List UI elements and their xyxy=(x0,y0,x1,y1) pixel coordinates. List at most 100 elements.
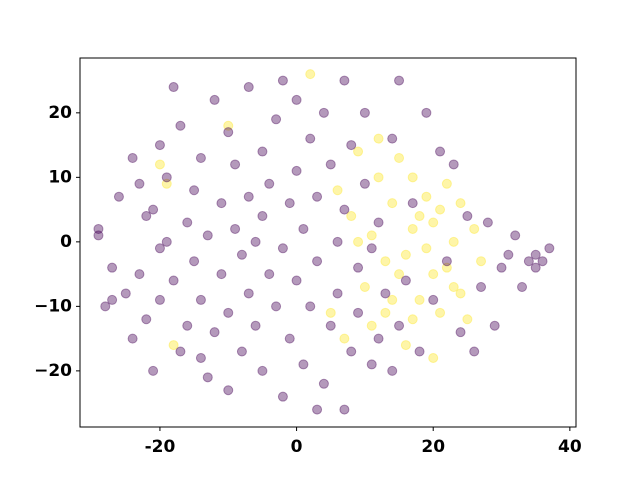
point xyxy=(291,94,302,105)
point xyxy=(271,114,282,125)
point xyxy=(339,75,350,86)
point xyxy=(441,178,452,189)
point xyxy=(510,230,521,241)
point xyxy=(216,198,227,209)
point xyxy=(195,152,206,163)
point xyxy=(407,314,418,325)
point xyxy=(496,262,507,273)
point xyxy=(223,127,234,138)
y-tick-label: 0 xyxy=(60,232,72,252)
point xyxy=(223,385,234,396)
point xyxy=(332,288,343,299)
point xyxy=(168,275,179,286)
point xyxy=(380,307,391,318)
point xyxy=(264,269,275,280)
point xyxy=(120,288,131,299)
point xyxy=(394,320,405,331)
point xyxy=(428,217,439,228)
point xyxy=(359,107,370,118)
point xyxy=(209,94,220,105)
point xyxy=(250,320,261,331)
point xyxy=(148,204,159,215)
point xyxy=(318,378,329,389)
point xyxy=(168,340,179,351)
point xyxy=(353,307,364,318)
point xyxy=(264,178,275,189)
point xyxy=(209,327,220,338)
point xyxy=(154,159,165,170)
point xyxy=(482,217,493,228)
point xyxy=(325,307,336,318)
point xyxy=(291,275,302,286)
x-tick-label: -20 xyxy=(145,437,176,457)
point xyxy=(332,185,343,196)
point xyxy=(141,314,152,325)
point xyxy=(182,217,193,228)
point xyxy=(366,230,377,241)
y-tick-label: −20 xyxy=(34,361,72,381)
point xyxy=(353,146,364,157)
point xyxy=(353,236,364,247)
point xyxy=(476,256,487,267)
point xyxy=(305,69,316,80)
point xyxy=(325,320,336,331)
point xyxy=(134,269,145,280)
point xyxy=(175,346,186,357)
point xyxy=(380,288,391,299)
point xyxy=(394,152,405,163)
point xyxy=(359,282,370,293)
point xyxy=(366,359,377,370)
point xyxy=(517,282,528,293)
point xyxy=(462,211,473,222)
point xyxy=(127,333,138,344)
point xyxy=(182,320,193,331)
point xyxy=(284,333,295,344)
y-tick-label: 20 xyxy=(48,103,72,123)
point xyxy=(530,249,541,260)
point xyxy=(455,288,466,299)
point xyxy=(428,294,439,305)
point xyxy=(134,178,145,189)
point xyxy=(353,262,364,273)
point xyxy=(414,211,425,222)
point xyxy=(243,288,254,299)
point xyxy=(195,294,206,305)
point xyxy=(414,346,425,357)
plot-frame xyxy=(79,57,577,428)
point xyxy=(161,236,172,247)
point xyxy=(250,236,261,247)
point xyxy=(359,178,370,189)
point xyxy=(195,352,206,363)
point xyxy=(161,178,172,189)
y-tick-label: 10 xyxy=(48,167,72,187)
point xyxy=(257,211,268,222)
point xyxy=(435,204,446,215)
point xyxy=(462,314,473,325)
point xyxy=(277,75,288,86)
point xyxy=(441,256,452,267)
point xyxy=(421,107,432,118)
point xyxy=(407,198,418,209)
point xyxy=(202,372,213,383)
point xyxy=(298,223,309,234)
point xyxy=(400,340,411,351)
point xyxy=(400,249,411,260)
point xyxy=(387,294,398,305)
x-tick-label: 40 xyxy=(558,437,582,457)
point xyxy=(141,211,152,222)
point xyxy=(161,172,172,183)
point xyxy=(448,159,459,170)
point xyxy=(236,249,247,260)
point xyxy=(202,230,213,241)
point xyxy=(346,211,357,222)
point xyxy=(448,282,459,293)
point xyxy=(435,307,446,318)
point xyxy=(154,140,165,151)
point xyxy=(257,365,268,376)
point xyxy=(339,333,350,344)
point xyxy=(366,320,377,331)
point xyxy=(243,82,254,93)
point xyxy=(400,275,411,286)
point xyxy=(243,191,254,202)
